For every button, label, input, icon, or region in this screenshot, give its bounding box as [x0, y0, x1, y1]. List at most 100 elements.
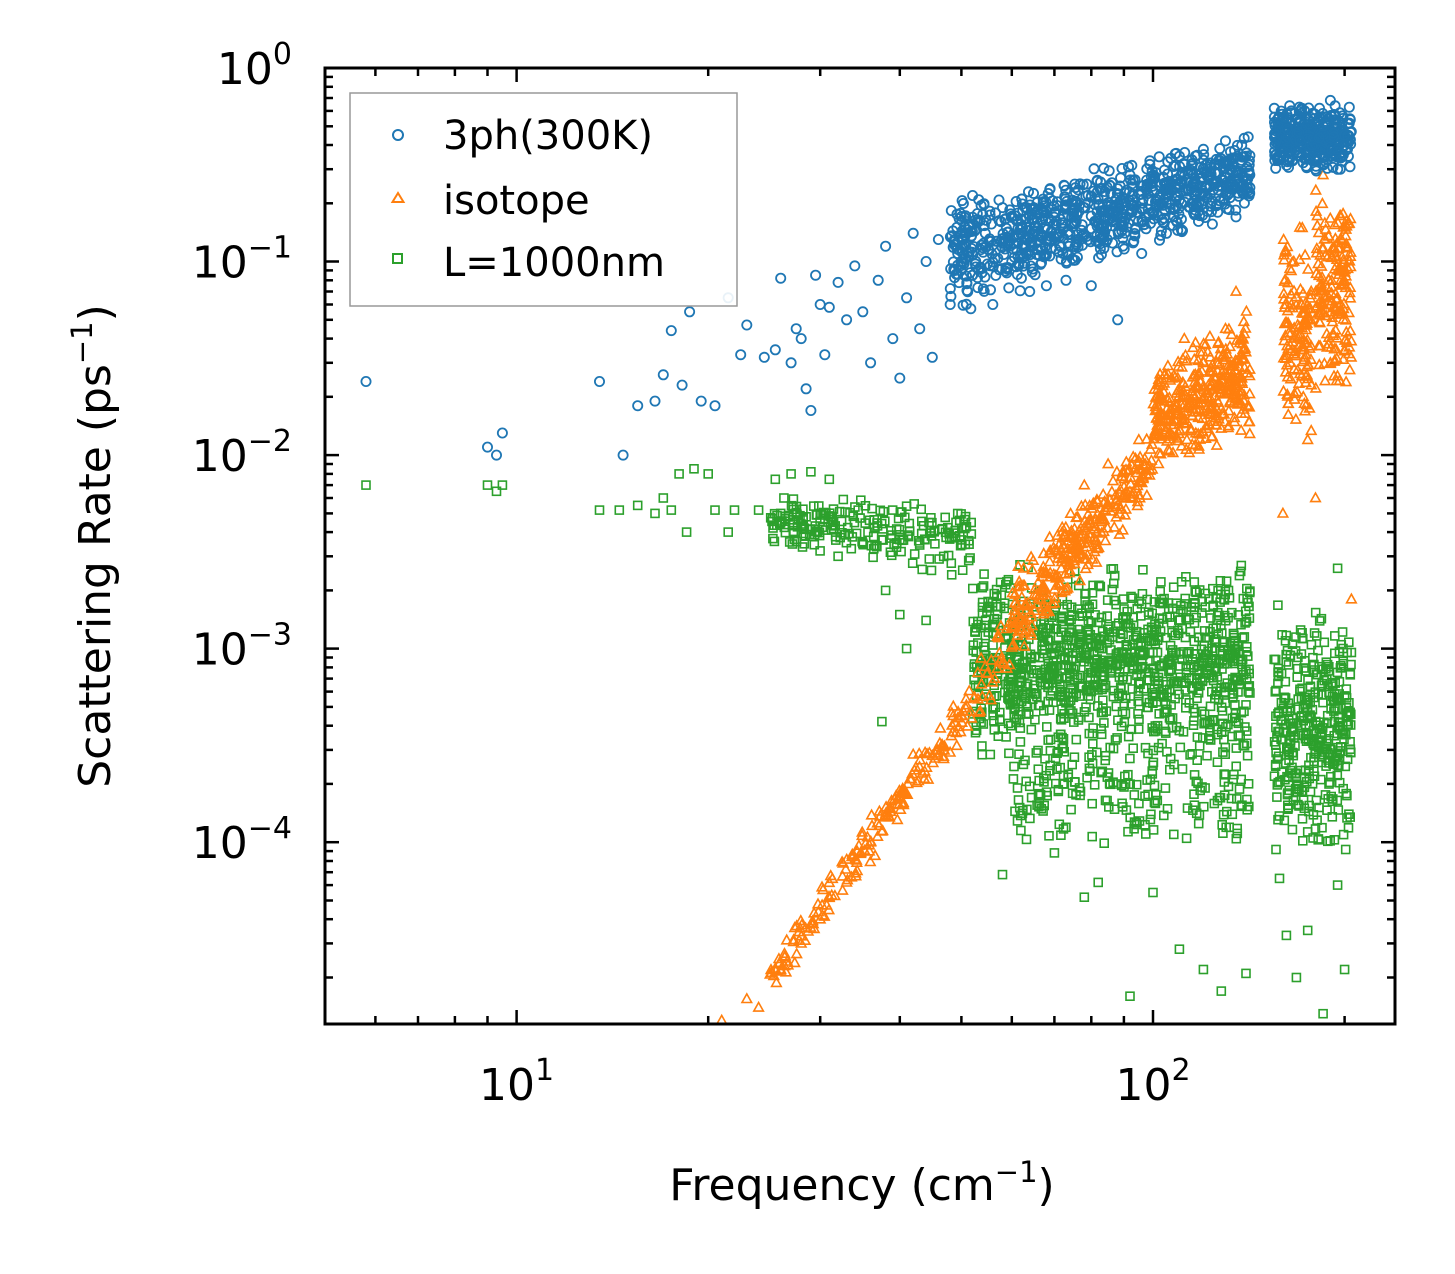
isotope-point-1195 — [1324, 305, 1338, 317]
isotope-point-802 — [1192, 442, 1206, 454]
boundary-point-620 — [967, 583, 978, 594]
3ph-point-687 — [1218, 194, 1230, 206]
boundary-point-1869 — [1305, 786, 1316, 797]
boundary-point-1137 — [1199, 641, 1210, 651]
boundary-point-1277 — [1160, 726, 1171, 737]
isotope-point-1216 — [1325, 340, 1338, 352]
3ph-point-718 — [1244, 188, 1256, 200]
boundary-point-1415 — [1232, 828, 1243, 839]
boundary-point-408 — [1098, 695, 1108, 706]
isotope-point-155 — [872, 819, 886, 831]
3ph-point-899 — [1189, 150, 1201, 162]
boundary-point-748 — [1066, 624, 1077, 635]
isotope-point-791 — [1155, 392, 1169, 404]
isotope-point-837 — [1152, 391, 1165, 403]
isotope-point-445 — [1040, 603, 1053, 615]
isotope-point-844 — [1154, 414, 1167, 427]
boundary-point-1331 — [1099, 838, 1109, 849]
boundary-point-1939 — [1174, 944, 1185, 955]
3ph-point-1318 — [1209, 175, 1221, 187]
boundary-point-975 — [1208, 583, 1218, 594]
isotope-point-73 — [901, 777, 915, 789]
isotope-point-105 — [983, 689, 996, 701]
boundary-point-1855 — [1309, 752, 1319, 763]
boundary-point-979 — [1243, 597, 1253, 608]
isotope-point-905 — [1201, 345, 1214, 357]
isotope-point-400 — [1108, 520, 1121, 532]
boundary-point-1136 — [1095, 581, 1106, 592]
boundary-point-1494 — [1053, 784, 1064, 795]
isotope-point-483 — [1036, 600, 1049, 613]
boundary-point-1473 — [1053, 746, 1063, 757]
isotope-point-515 — [1124, 477, 1137, 489]
isotope-point-751 — [1222, 404, 1235, 416]
isotope-point-835 — [1171, 398, 1184, 410]
isotope-point-771 — [1159, 425, 1172, 437]
3ph-point-1256 — [632, 400, 644, 412]
3ph-point-1274 — [805, 404, 817, 416]
boundary-point-1871 — [1304, 806, 1314, 817]
3ph-point-633 — [1103, 165, 1115, 177]
isotope-point-501 — [1063, 563, 1076, 575]
3ph-point-821 — [1113, 200, 1125, 212]
boundary-point-1274 — [1037, 641, 1047, 651]
boundary-point-179 — [798, 513, 809, 524]
3ph-point-827 — [1116, 225, 1128, 237]
boundary-point-1199 — [1163, 656, 1173, 666]
boundary-point-1066 — [998, 724, 1009, 734]
boundary-point-1022 — [1135, 648, 1146, 658]
3ph-point-1296 — [966, 269, 978, 281]
boundary-point-1907 — [650, 508, 660, 519]
isotope-point-303 — [1008, 603, 1021, 615]
isotope-point-906 — [1216, 380, 1229, 392]
boundary-point-1246 — [1083, 627, 1094, 638]
boundary-point-1072 — [1056, 729, 1066, 740]
isotope-point-1239 — [1322, 229, 1335, 241]
isotope-point-1266 — [1301, 433, 1314, 445]
isotope-point-971 — [1284, 287, 1298, 299]
3ph-point-855 — [1173, 202, 1185, 214]
isotope-point-1201 — [1309, 183, 1322, 195]
isotope-point-1046 — [1278, 245, 1292, 257]
isotope-point-700 — [1199, 338, 1212, 350]
boundary-point-212 — [864, 515, 875, 526]
isotope-point-1257 — [1132, 433, 1145, 445]
boundary-point-1256 — [1151, 655, 1161, 666]
isotope-point-467 — [1050, 578, 1063, 590]
boundary-point-1202 — [1227, 607, 1237, 618]
boundary-point-204 — [885, 547, 896, 558]
3ph-point-1229 — [1337, 149, 1349, 161]
boundary-point-1093 — [1106, 645, 1116, 655]
3ph-point-852 — [1165, 183, 1177, 195]
boundary-point-1109 — [1232, 674, 1243, 685]
3ph-point-1303 — [1032, 227, 1044, 239]
boundary-point-1253 — [1038, 624, 1048, 634]
boundary-point-1365 — [1039, 773, 1049, 784]
isotope-point-1024 — [1301, 262, 1315, 274]
3ph-point-846 — [959, 221, 971, 233]
isotope-point-897 — [1193, 432, 1207, 444]
boundary-point-1166 — [1081, 647, 1091, 658]
boundary-point-1284 — [1238, 669, 1249, 680]
isotope-point-211 — [993, 646, 1006, 658]
boundary-point-1126 — [1245, 688, 1255, 698]
boundary-point-1894 — [1280, 635, 1291, 646]
boundary-point-1909 — [666, 505, 677, 515]
boundary-point-1742 — [1297, 633, 1307, 644]
3ph-point-787 — [1168, 210, 1180, 222]
boundary-point-1410 — [1123, 826, 1133, 837]
boundary-point-1887 — [1339, 734, 1349, 745]
3ph-point-620 — [960, 210, 972, 222]
boundary-point-1845 — [1344, 637, 1354, 648]
boundary-point-414 — [1133, 708, 1143, 719]
boundary-point-1647 — [1310, 687, 1321, 697]
boundary-point-1930 — [921, 615, 931, 626]
boundary-point-1209 — [1048, 697, 1058, 708]
boundary-point-1931 — [877, 716, 887, 727]
isotope-point-790 — [1191, 405, 1205, 417]
3ph-point-268 — [1029, 269, 1041, 281]
boundary-point-1884 — [1316, 613, 1327, 624]
boundary-point-1189 — [1068, 692, 1079, 703]
boundary-point-1851 — [1332, 667, 1343, 678]
